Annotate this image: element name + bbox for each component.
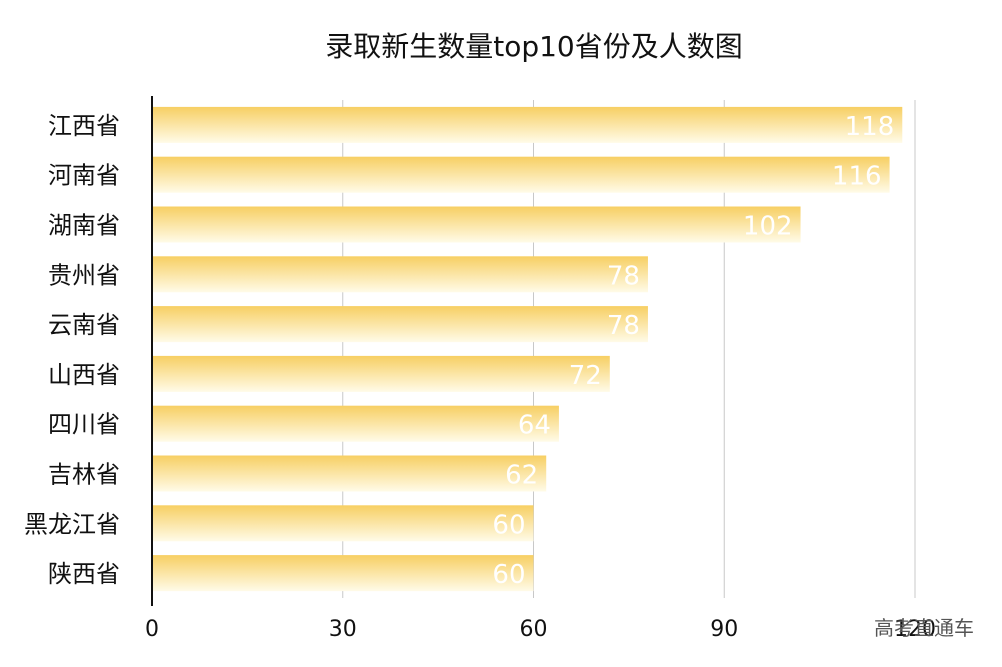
- value-label-1: 116: [832, 162, 882, 192]
- chart-title: 录取新生数量top10省份及人数图: [325, 30, 743, 63]
- value-label-2: 102: [743, 212, 793, 242]
- watermark: 高考直通车: [874, 616, 974, 640]
- bar-3: [152, 256, 648, 293]
- value-label-3: 78: [607, 261, 640, 291]
- value-label-9: 60: [492, 560, 525, 590]
- category-label-0: 江西省: [48, 112, 120, 140]
- x-tick-label-90: 90: [710, 617, 738, 642]
- value-label-6: 64: [518, 411, 551, 441]
- x-tick-label-0: 0: [145, 617, 159, 642]
- category-label-6: 四川省: [48, 411, 120, 439]
- x-tick-label-60: 60: [520, 617, 548, 642]
- bar-2: [152, 206, 801, 243]
- category-label-1: 河南省: [48, 162, 120, 190]
- x-tick-label-30: 30: [329, 617, 357, 642]
- category-label-8: 黑龙江省: [24, 510, 120, 538]
- category-label-3: 贵州省: [48, 261, 120, 289]
- x-tick-label-120: 120: [894, 617, 936, 642]
- category-label-4: 云南省: [48, 311, 120, 339]
- value-label-5: 72: [569, 361, 602, 391]
- bar-9: [152, 555, 534, 592]
- value-label-7: 62: [505, 461, 538, 491]
- value-label-0: 118: [845, 112, 895, 142]
- bars: [152, 106, 903, 592]
- bar-6: [152, 405, 559, 442]
- x-tick-labels: 0 30 60 90 120: [145, 617, 936, 642]
- category-label-2: 湖南省: [48, 212, 120, 240]
- bar-7: [152, 455, 547, 492]
- category-label-5: 山西省: [48, 361, 120, 389]
- bar-8: [152, 505, 534, 542]
- category-label-7: 吉林省: [48, 461, 120, 489]
- value-label-4: 78: [607, 311, 640, 341]
- category-label-9: 陕西省: [48, 560, 120, 588]
- bar-5: [152, 355, 610, 392]
- bar-4: [152, 306, 648, 343]
- bar-1: [152, 156, 890, 193]
- bar-0: [152, 106, 903, 143]
- value-label-8: 60: [492, 510, 525, 540]
